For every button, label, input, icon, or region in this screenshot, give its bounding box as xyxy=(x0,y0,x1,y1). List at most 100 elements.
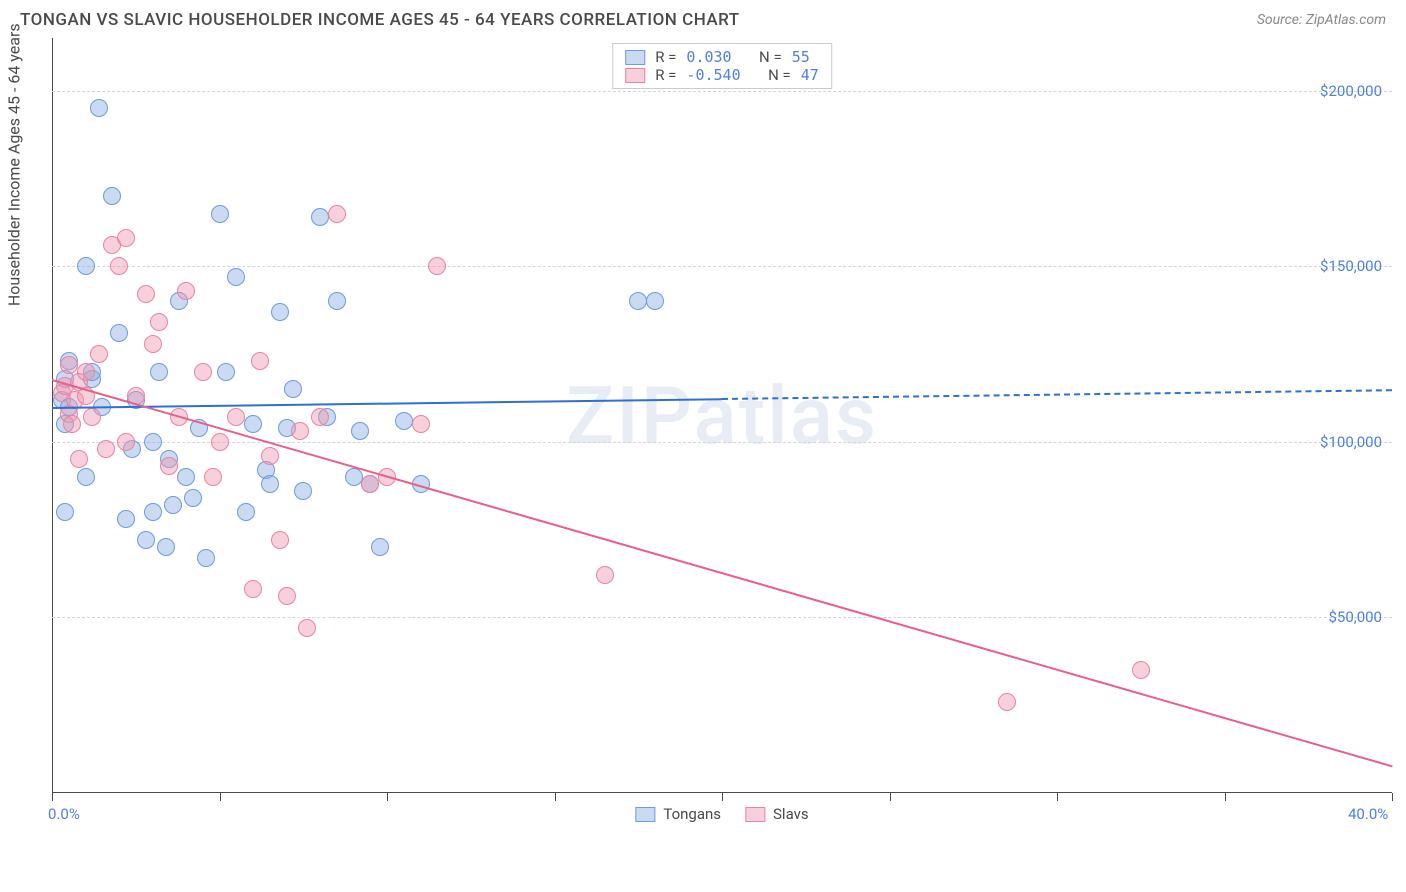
y-tick-label: $50,000 xyxy=(1328,608,1382,626)
scatter-point xyxy=(137,285,155,303)
scatter-point xyxy=(83,408,101,426)
scatter-point xyxy=(998,693,1016,711)
legend-item: Tongans xyxy=(635,805,721,823)
x-tick xyxy=(52,793,53,801)
scatter-point xyxy=(60,356,78,374)
scatter-point xyxy=(328,292,346,310)
scatter-point xyxy=(117,229,135,247)
scatter-point xyxy=(345,468,363,486)
scatter-point xyxy=(291,422,309,440)
scatter-point xyxy=(271,303,289,321)
scatter-point xyxy=(261,475,279,493)
scatter-point xyxy=(77,468,95,486)
scatter-point xyxy=(150,363,168,381)
scatter-point xyxy=(63,415,81,433)
scatter-point xyxy=(646,292,664,310)
scatter-point xyxy=(103,187,121,205)
gridline xyxy=(52,91,1392,92)
x-tick xyxy=(220,793,221,801)
gridline xyxy=(52,266,1392,267)
scatter-point xyxy=(117,510,135,528)
legend-swatch xyxy=(625,68,645,83)
x-tick xyxy=(1057,793,1058,801)
scatter-point xyxy=(144,503,162,521)
scatter-point xyxy=(328,205,346,223)
y-tick-label: $150,000 xyxy=(1320,257,1382,275)
scatter-point xyxy=(211,205,229,223)
legend-label: Slavs xyxy=(773,805,809,823)
chart-header: TONGAN VS SLAVIC HOUSEHOLDER INCOME AGES… xyxy=(0,0,1406,38)
x-tick xyxy=(387,793,388,801)
gridline xyxy=(52,617,1392,618)
scatter-point xyxy=(629,292,647,310)
scatter-point xyxy=(244,415,262,433)
legend-row: R = 0.030 N = 55 xyxy=(625,48,819,66)
source-label: Source: ZipAtlas.com xyxy=(1257,12,1386,28)
scatter-point xyxy=(56,503,74,521)
scatter-point xyxy=(97,440,115,458)
scatter-point xyxy=(164,496,182,514)
scatter-point xyxy=(144,433,162,451)
scatter-point xyxy=(110,257,128,275)
scatter-point xyxy=(412,415,430,433)
trendline xyxy=(722,389,1392,400)
scatter-point xyxy=(596,566,614,584)
scatter-point xyxy=(177,282,195,300)
scatter-point xyxy=(271,531,289,549)
trendline xyxy=(52,379,1393,767)
scatter-point xyxy=(137,531,155,549)
scatter-point xyxy=(77,257,95,275)
y-axis-label: Householder Income Ages 45 - 64 years xyxy=(5,23,24,306)
scatter-point xyxy=(298,619,316,637)
scatter-point xyxy=(110,324,128,342)
legend-item: Slavs xyxy=(745,805,809,823)
scatter-point xyxy=(227,268,245,286)
x-max-label: 40.0% xyxy=(1348,805,1388,823)
legend-swatch xyxy=(745,807,765,822)
scatter-point xyxy=(184,489,202,507)
scatter-point xyxy=(217,363,235,381)
scatter-point xyxy=(211,433,229,451)
scatter-point xyxy=(237,503,255,521)
chart-area: Householder Income Ages 45 - 64 years ZI… xyxy=(0,38,1406,838)
legend-row: R = -0.540 N = 47 xyxy=(625,66,819,84)
y-tick-label: $200,000 xyxy=(1320,82,1382,100)
scatter-point xyxy=(70,450,88,468)
scatter-point xyxy=(90,345,108,363)
scatter-point xyxy=(204,468,222,486)
correlation-legend: R = 0.030 N = 55R = -0.540 N = 47 xyxy=(612,43,832,89)
scatter-point xyxy=(361,475,379,493)
x-tick xyxy=(1392,793,1393,801)
watermark-text: ZIPatlas xyxy=(566,369,878,463)
scatter-point xyxy=(1132,661,1150,679)
scatter-point xyxy=(144,335,162,353)
scatter-point xyxy=(351,422,369,440)
scatter-point xyxy=(244,580,262,598)
gridline xyxy=(52,442,1392,443)
x-tick xyxy=(1225,793,1226,801)
scatter-point xyxy=(197,549,215,567)
x-tick xyxy=(890,793,891,801)
legend-swatch xyxy=(625,50,645,65)
scatter-point xyxy=(261,447,279,465)
series-legend: Tongans Slavs xyxy=(635,805,808,823)
scatter-point xyxy=(157,538,175,556)
scatter-point xyxy=(150,313,168,331)
scatter-point xyxy=(77,363,95,381)
scatter-point xyxy=(371,538,389,556)
legend-swatch xyxy=(635,807,655,822)
scatter-point xyxy=(160,457,178,475)
chart-title: TONGAN VS SLAVIC HOUSEHOLDER INCOME AGES… xyxy=(20,10,740,30)
scatter-point xyxy=(278,587,296,605)
scatter-point xyxy=(117,433,135,451)
x-min-label: 0.0% xyxy=(48,805,80,823)
scatter-point xyxy=(251,352,269,370)
scatter-point xyxy=(311,408,329,426)
scatter-point xyxy=(177,468,195,486)
scatter-point xyxy=(194,363,212,381)
legend-label: Tongans xyxy=(663,805,721,823)
scatter-point xyxy=(294,482,312,500)
scatter-point xyxy=(311,208,329,226)
x-tick xyxy=(555,793,556,801)
scatter-point xyxy=(428,257,446,275)
